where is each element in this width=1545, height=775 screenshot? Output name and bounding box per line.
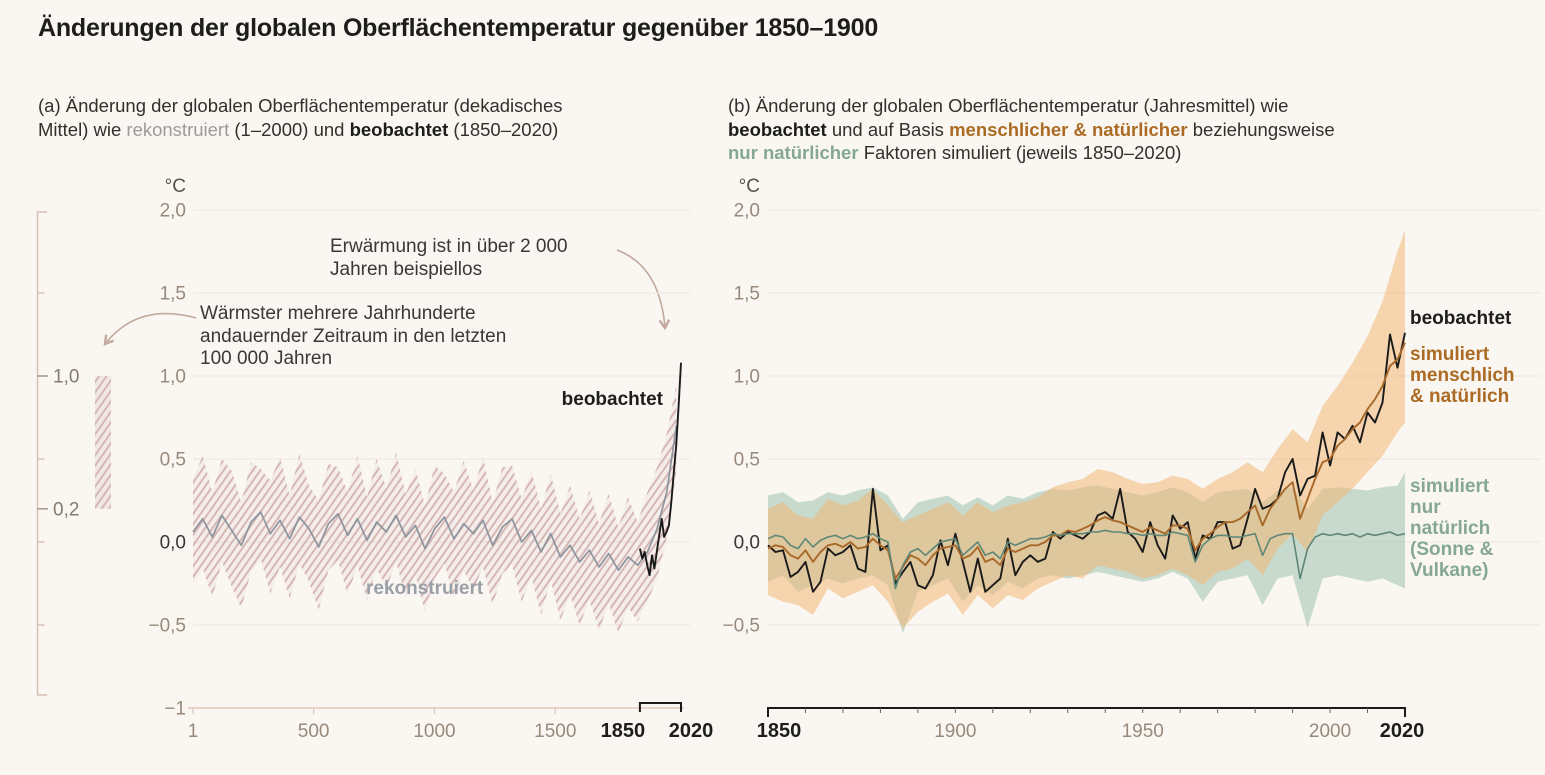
subtitle-segment: (1–2000) und [229, 118, 350, 140]
y-tick-label: −0,5 [722, 616, 760, 637]
subtitle-segment: nur natürlicher [728, 142, 859, 163]
x-axis-line [767, 707, 1406, 717]
panel-a-chart: °C2,01,51,00,50,0−0,5−11 500 1000 1500 1850 2… [148, 176, 713, 742]
y-axis-unit: °C [165, 176, 186, 197]
y-tick-label: 1,0 [734, 367, 760, 388]
subtitle-segment: (a) Änderung der globalen Oberflächentem… [38, 95, 563, 140]
subtitle-segment: beziehungsweise [1192, 118, 1335, 140]
x-tick-label: 1500 [534, 721, 576, 742]
x-tick-label: 1 [188, 721, 199, 742]
scale-bar-axis [36, 211, 47, 696]
y-tick-label: 2,0 [160, 201, 186, 222]
panel-a-reconstructed-label: rekonstruiert [366, 578, 484, 599]
reconstruction-band-hatch [193, 384, 677, 634]
y-tick-label: 0,0 [160, 533, 186, 554]
y-tick-label: 0,5 [160, 450, 186, 471]
subtitle-segment: beobachtet [349, 118, 449, 140]
panel-b-chart: °C 2,0 1,5 1,0 0,5 0,0 −0,5 1850 1900 1950 2000 202… [722, 176, 1540, 742]
annotation-warmest-period: Wärmster mehrere Jahrhunderte andauernde… [200, 303, 507, 369]
scale-bar: 1,0 0,2 [36, 211, 111, 696]
series-black-line [638, 362, 682, 577]
scale-bar-label: 0,2 [53, 499, 79, 520]
panel-a-observed-label: beobachtet [561, 389, 663, 410]
subtitle-segment: menschlicher & natürlicher [949, 118, 1188, 140]
subtitle-segment: Faktoren simuliert (jeweils 1850–2020) [858, 142, 1182, 163]
highlight-bracket-1850-2020 [638, 702, 683, 712]
x-tick-label: 1950 [1122, 721, 1164, 742]
panel-a-subtitle: (a) Änderung der globalen Oberflächentem… [38, 94, 703, 141]
y-axis-unit: °C [739, 176, 760, 197]
x-tick-label: 2020 [669, 720, 714, 742]
y-tick-label: −1 [164, 699, 186, 720]
x-tick-label: 2020 [1380, 720, 1425, 742]
y-tick-label: 2,0 [734, 201, 760, 222]
subtitle-segment: beobachtet [728, 118, 827, 140]
x-tick-label: 500 [298, 721, 330, 742]
legend-simulated-human-natural: simuliert menschlich & natürlich [1410, 344, 1515, 407]
series-recon-line [192, 425, 678, 572]
scale-bar-label: 1,0 [53, 367, 79, 388]
y-tick-label: 1,0 [160, 367, 186, 388]
y-tick-label: 1,5 [160, 284, 186, 305]
subtitle-segment: rekonstruiert [126, 118, 230, 140]
y-tick-label: 0,0 [734, 533, 760, 554]
arrow-to-warmest-period-bar [103, 312, 197, 346]
subtitle-segment: (1850–2020) [448, 118, 559, 140]
subtitle-segment: und auf Basis [826, 118, 950, 140]
warmest-period-bar [95, 376, 111, 509]
annotation-unprecedented-warming: Erwärmung ist in über 2 000 Jahren beisp… [330, 236, 568, 280]
x-tick-label: 1900 [934, 721, 976, 742]
page-title: Änderungen der globalen Oberflächentempe… [38, 14, 879, 42]
x-tick-label: 1000 [413, 721, 455, 742]
x-tick-label: 1850 [601, 720, 646, 742]
legend-observed: beobachtet [1410, 308, 1512, 329]
y-tick-label: 1,5 [734, 284, 760, 305]
series-teal-line [767, 529, 1406, 590]
panel-b-subtitle: (b) Änderung der globalen Oberflächentem… [728, 94, 1468, 165]
y-tick-label: −0,5 [148, 616, 186, 637]
subtitle-segment: (b) Änderung der globalen Oberflächentem… [728, 95, 1289, 116]
series-black-line [767, 332, 1406, 593]
x-tick-label: 1850 [757, 720, 802, 742]
series-brown-line [767, 342, 1406, 580]
legend-simulated-natural-only: simuliert nur natürlich (Sonne & Vulkane… [1410, 476, 1494, 581]
x-tick-label: 2000 [1309, 721, 1351, 742]
arrow-to-observed-spike [616, 249, 671, 331]
y-tick-label: 0,5 [734, 450, 760, 471]
